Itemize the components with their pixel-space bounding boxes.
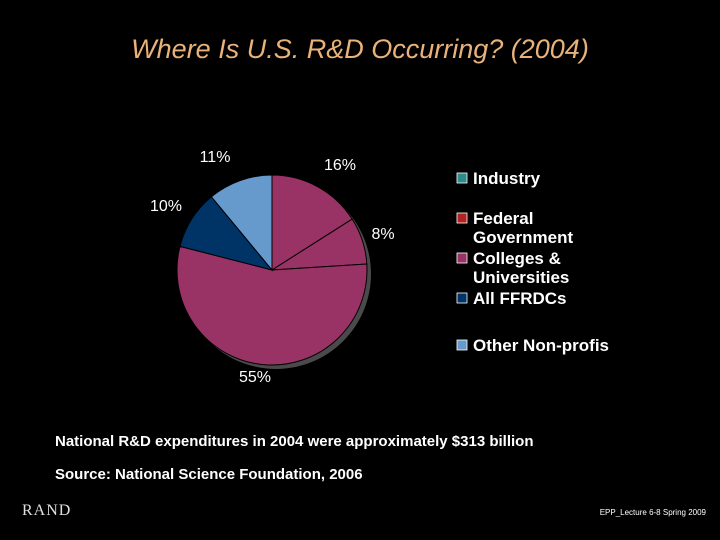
legend-label: Universities (473, 268, 569, 287)
legend-label: Industry (473, 169, 541, 188)
legend-item-colleges-universities: Colleges &Universities (456, 249, 569, 287)
legend-swatch (456, 212, 468, 224)
legend-item-industry: Industry (456, 169, 541, 188)
pie-slice-industry (176, 245, 368, 366)
pie-slices (176, 174, 371, 369)
legend-label: Federal (473, 209, 533, 228)
legend-label: Colleges & (473, 249, 561, 268)
source-note: Source: National Science Foundation, 200… (55, 466, 363, 483)
footer-text: EPP_Lecture 6-8 Spring 2009 (599, 508, 706, 517)
pie-data-labels: 55% 10% 11% 16% 8% (150, 149, 395, 386)
legend-item-other-non-profis: Other Non-profis (456, 336, 609, 355)
legend-swatch (456, 339, 468, 351)
legend-swatch (456, 252, 468, 264)
data-label-colleges-universities: 11% (200, 149, 231, 166)
slide-title: Where Is U.S. R&D Occurring? (2004) (131, 34, 589, 64)
data-label-other-non-profis: 8% (371, 226, 394, 243)
legend-swatch (456, 172, 468, 184)
legend-item-all-ffrdcs: All FFRDCs (456, 289, 567, 308)
rand-logo: RAND (22, 502, 72, 519)
data-label-federal-government: 10% (150, 198, 182, 215)
pie-chart: 55% 10% 11% 16% 8% Industry FederalGovernment… (150, 149, 609, 386)
legend-label: Other Non-profis (473, 336, 609, 355)
legend-label: Government (473, 228, 573, 247)
data-label-all-ffrdcs: 16% (324, 157, 356, 174)
data-label-industry: 55% (239, 369, 271, 386)
pie-slice-all-ffrdcs (271, 174, 353, 271)
legend-swatch (456, 292, 468, 304)
pie-slice-colleges-universities (210, 174, 273, 272)
expenditure-note: National R&D expenditures in 2004 were a… (55, 433, 534, 450)
legend-label: All FFRDCs (473, 289, 567, 308)
